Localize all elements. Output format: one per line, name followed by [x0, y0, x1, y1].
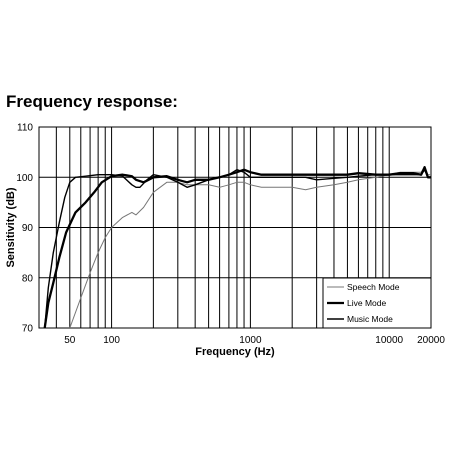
y-tick-label: 80	[22, 273, 34, 284]
legend-label: Live Mode	[347, 298, 386, 308]
y-tick-label: 100	[16, 173, 33, 184]
y-tick-label: 70	[22, 324, 34, 335]
series-line-music-mode	[44, 169, 431, 328]
y-axis-label: Sensitivity (dB)	[5, 187, 17, 267]
y-tick-label: 110	[17, 123, 33, 134]
x-tick-label: 20000	[417, 335, 445, 346]
legend-label: Speech Mode	[347, 282, 400, 292]
x-axis-label: Frequency (Hz)	[195, 346, 275, 358]
chart-heading: Frequency response:	[6, 92, 178, 111]
legend-label: Music Mode	[347, 314, 393, 324]
x-tick-label: 10000	[375, 335, 403, 346]
x-tick-label: 100	[103, 335, 120, 346]
x-tick-label: 1000	[239, 335, 262, 346]
x-tick-label: 50	[64, 335, 76, 346]
y-tick-label: 90	[22, 223, 34, 234]
